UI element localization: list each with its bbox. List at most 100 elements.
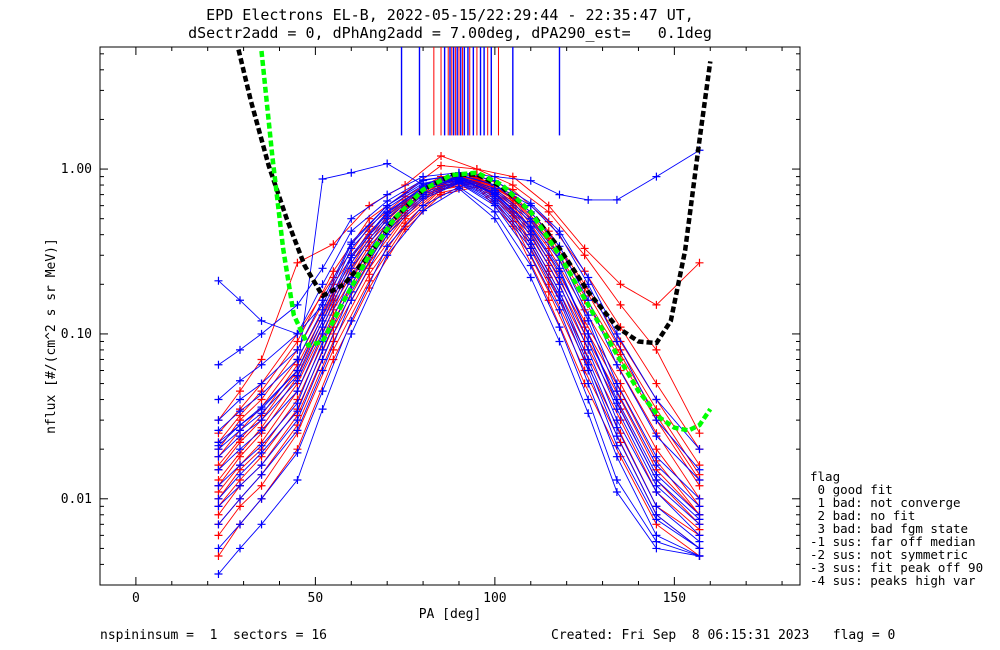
blue-data-point [257,461,266,470]
blue-data-point [526,176,535,185]
blue-data-point [214,426,223,435]
red-data-point [616,300,625,309]
blue-data-point [695,551,704,560]
x-tick-label: 0 [132,591,140,606]
blue-data-point [214,452,223,461]
plot-area [214,47,713,578]
legend-item: -3 sus: fit peak off 90 [810,560,984,575]
flag-legend: flag 0 good fit 1 bad: not converge 2 ba… [810,470,983,587]
blue-data-point [419,206,428,215]
blue-data-point [214,544,223,553]
blue-data-point [347,227,356,236]
red-data-point [214,510,223,519]
blue-data-point [652,395,661,404]
blue-data-point [257,390,266,399]
blue-data-point [293,366,302,375]
blue-data-point [612,399,621,408]
red-data-point [329,267,338,276]
blue-data-point [612,452,621,461]
legend-item: 1 bad: not converge [810,495,961,510]
blue-data-point [257,441,266,450]
blue-data-point [526,244,535,253]
blue-data-point [555,323,564,332]
legend-item: 3 bad: bad fgm state [810,521,969,536]
blue-data-point [695,537,704,546]
blue-data-point [612,432,621,441]
blue-data-point [347,240,356,249]
blue-data-point [347,253,356,262]
blue-data-point [383,159,392,168]
blue-data-point [526,261,535,270]
blue-data-point [526,236,535,245]
blue-data-point [293,355,302,364]
legend-item: -1 sus: far off median [810,534,976,549]
red-data-point [652,300,661,309]
blue-data-point [257,494,266,503]
blue-data-point [612,387,621,396]
blue-data-point [695,494,704,503]
blue-data-point [612,329,621,338]
chart-title-line-1: EPD Electrons EL-B, 2022-05-15/22:29:44 … [206,6,694,24]
legend-header: flag [810,469,841,484]
red-data-point [257,481,266,490]
blue-data-point [454,184,463,193]
blue-series-line [218,182,700,557]
blue-data-point [612,423,621,432]
red-data-point [236,387,244,396]
blue-data-point [214,395,223,404]
red-data-point [365,201,374,210]
blue-data-point [318,264,327,273]
blue-data-point [318,329,327,338]
blue-series-line [218,180,700,542]
red-data-point [695,429,704,438]
blue-data-point [490,214,499,223]
blue-data-point [257,316,266,325]
red-data-point [329,240,338,249]
blue-data-point [318,405,327,414]
black-fit-curve [235,47,713,346]
blue-data-point [526,273,535,282]
blue-data-point [652,416,661,425]
blue-data-point [490,199,499,208]
blue-data-point [293,476,302,485]
red-data-point [580,244,589,253]
blue-data-point [257,448,266,457]
blue-data-point [555,305,564,314]
blue-data-point [347,214,356,223]
blue-data-point [347,329,356,338]
blue-data-point [652,537,661,546]
blue-data-point [293,300,302,309]
blue-data-point [257,470,266,479]
blue-data-point [347,316,356,325]
blue-data-point [419,176,428,185]
blue-data-point [584,395,593,404]
blue-data-point [214,360,223,369]
blue-data-point [257,379,266,388]
red-data-point [293,337,302,346]
red-data-point [695,258,704,267]
blue-data-point [383,190,392,199]
blue-data-point [584,379,593,388]
blue-data-point [695,445,704,454]
blue-data-point [612,441,621,450]
blue-data-point [293,448,302,457]
blue-data-point [555,230,564,239]
legend-item: 0 good fit [810,482,893,497]
blue-data-point [293,329,302,338]
blue-data-point [214,416,223,425]
red-series-line [218,174,700,450]
blue-data-point [318,316,327,325]
blue-data-point [257,329,266,338]
red-data-point [214,551,223,560]
blue-data-point [555,337,564,346]
blue-data-point [555,287,564,296]
x-tick-label: 50 [308,591,324,606]
blue-data-point [555,190,564,199]
legend-item: -2 sus: not symmetric [810,547,969,562]
blue-data-point [257,403,266,412]
legend-item: 2 bad: no fit [810,508,916,523]
red-data-point [214,531,223,540]
blue-data-point [236,421,244,430]
blue-data-point [695,465,704,474]
blue-data-point [584,409,593,418]
